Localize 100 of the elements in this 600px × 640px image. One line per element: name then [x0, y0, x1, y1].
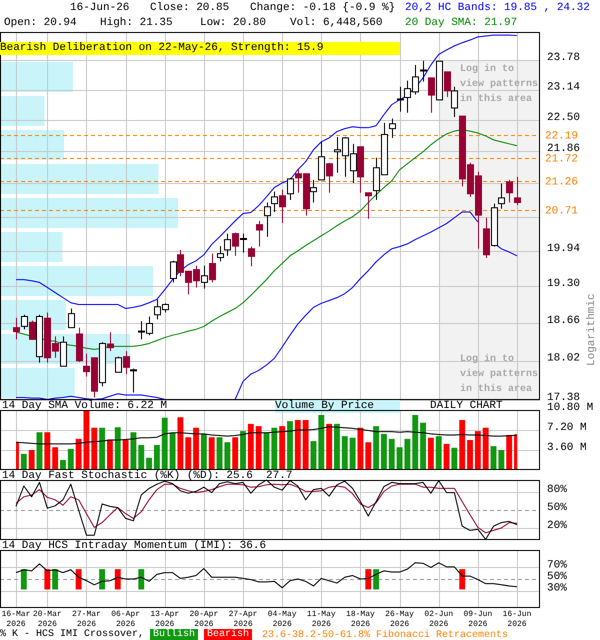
bar [498, 450, 504, 470]
bar [0, 164, 158, 194]
bar [467, 440, 473, 470]
bar [271, 428, 278, 470]
bar [326, 424, 332, 470]
text: 20 Day SMA: 21.97 [405, 17, 518, 30]
bar [459, 420, 466, 470]
text: 23.6-38.2-50-61.8% Fibonacci Retracements [262, 629, 508, 640]
bar [232, 437, 238, 470]
text: Change: -0.18 {-0.9 %} [250, 2, 396, 15]
bar [436, 436, 442, 470]
bar [0, 368, 75, 398]
bar [0, 96, 44, 126]
x-tick-label: 13-Apr 2026 [150, 610, 180, 630]
bar [200, 434, 207, 470]
y-tick-label: 80% [547, 484, 568, 496]
bar [264, 432, 270, 470]
y-axis-title: Logarithmic [586, 292, 598, 368]
bar [138, 445, 144, 470]
y-tick-label: 10.80 M [547, 402, 594, 414]
bar [404, 438, 410, 470]
bar [388, 438, 395, 470]
bar [0, 198, 178, 228]
legend-title: % K - HCS IMI Crossover, [0, 629, 144, 640]
ref-line-label: 22.19 [545, 130, 578, 142]
bar [350, 438, 356, 470]
y-tick-label: 19.94 [547, 242, 580, 255]
bar [287, 421, 293, 470]
y-tick-label: 23.78 [547, 52, 580, 64]
bar [170, 432, 176, 470]
bar [114, 427, 121, 470]
bar [224, 442, 230, 470]
bar [76, 438, 82, 470]
bar [294, 420, 301, 470]
bar [428, 438, 434, 470]
bar [396, 447, 403, 470]
text: 20,2 HC Bands: 19.85 , 24.32 [405, 2, 590, 15]
x-tick-label: 11-May 2026 [306, 610, 336, 630]
y-tick-label: 3.60 M [547, 442, 587, 454]
ref-line-label: 21.26 [545, 176, 578, 188]
chart-title: 14 Day Fast Stochastic (%K) (%D): 25.6 27.7 [2, 470, 292, 482]
x-tick-label: 16-Jun 2026 [502, 610, 532, 630]
annotation: DAILY CHART [430, 400, 503, 413]
bar [506, 435, 512, 470]
ref-line-label: 20.71 [545, 205, 578, 218]
annotation: Log in to view patterns in this area [460, 62, 540, 107]
bar [302, 420, 309, 470]
x-tick-label: 20-Apr 2026 [189, 610, 218, 630]
x-tick-label: 27-Mar 2026 [72, 610, 102, 630]
x-tick-label: 04-May 2026 [268, 610, 297, 630]
annotation: Log in to view patterns in this area [460, 352, 540, 397]
text: Bearish [204, 629, 252, 640]
bar [0, 232, 62, 262]
bar [208, 437, 215, 470]
bar [185, 437, 192, 470]
bar [451, 448, 458, 470]
bar [310, 441, 316, 470]
bar [474, 431, 481, 470]
x-tick-label: 20-Mar 2026 [32, 610, 62, 630]
text: Vol: 6,448,560 [290, 17, 382, 30]
bar [216, 437, 222, 470]
text: 16-Jun-26 [70, 2, 130, 15]
bar [162, 418, 168, 470]
bar [107, 439, 113, 470]
y-tick-label: 70% [547, 559, 568, 572]
y-tick-label: 30% [547, 582, 568, 595]
y-tick-label: 20% [547, 520, 568, 532]
bar [36, 432, 42, 470]
x-tick-label: 18-May 2026 [346, 610, 376, 630]
bar [358, 428, 364, 470]
bar [122, 440, 129, 470]
bar [99, 428, 106, 470]
bar [84, 410, 90, 470]
x-tick-label: 02-Jun 2026 [424, 610, 454, 630]
bar [342, 436, 348, 470]
bar [279, 426, 286, 470]
text: High: 21.35 [100, 17, 173, 30]
bar [490, 446, 496, 470]
bar [373, 426, 380, 470]
bar [444, 444, 450, 470]
bar [28, 450, 35, 470]
y-tick-label: 50% [547, 502, 568, 514]
bar [334, 424, 340, 470]
x-tick-label: 26-May 2026 [385, 610, 414, 630]
chart-title: 14 Day SMA Volume: 6.22 M [2, 400, 168, 412]
bar [420, 422, 426, 470]
y-tick-label: 22.50 [547, 112, 580, 124]
text: Close: 20.85 [150, 2, 230, 15]
bar [193, 428, 199, 470]
bar [380, 434, 387, 470]
bar [365, 442, 372, 470]
bar [130, 432, 136, 470]
y-tick-label: 7.20 M [547, 422, 587, 434]
bar [20, 454, 27, 470]
y-tick-label: 18.66 [547, 314, 580, 327]
chart-title: 14 Day HCS Intraday Momentum (IMI): 36.6 [2, 540, 266, 552]
bar [60, 460, 66, 470]
y-tick-label: 19.30 [547, 278, 580, 290]
y-tick-label: 50% [547, 570, 568, 583]
bar [146, 458, 152, 470]
